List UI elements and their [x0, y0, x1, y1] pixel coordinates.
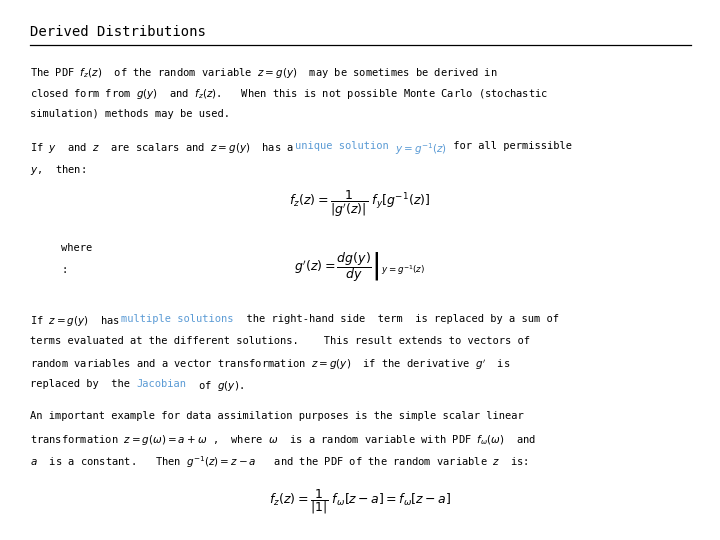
Text: for all permissible: for all permissible — [446, 141, 572, 152]
Text: Jacobian: Jacobian — [137, 379, 186, 389]
Text: $f_z(z) = \dfrac{1}{|1|}\ f_\omega[z - a] = f_\omega[z - a]$: $f_z(z) = \dfrac{1}{|1|}\ f_\omega[z - a… — [269, 487, 451, 516]
Text: An important example for data assimilation purposes is the simple scalar linear: An important example for data assimilati… — [30, 411, 524, 422]
Text: The PDF $f_z(z)$  of the random variable $z = g(y)$  may be sometimes be derived: The PDF $f_z(z)$ of the random variable … — [30, 66, 498, 80]
Text: where: where — [61, 243, 92, 253]
Text: $f_z(z) = \dfrac{1}{|g'(z)|}\ f_y[g^{-1}(z)]$: $f_z(z) = \dfrac{1}{|g'(z)|}\ f_y[g^{-1}… — [289, 189, 431, 219]
Text: the right-hand side  term  is replaced by a sum of: the right-hand side term is replaced by … — [234, 314, 559, 325]
Text: $g'(z) = \left.\dfrac{dg(y)}{dy}\right|_{y=g^{-1}(z)}$: $g'(z) = \left.\dfrac{dg(y)}{dy}\right|_… — [294, 251, 426, 285]
Text: Derived Distributions: Derived Distributions — [30, 25, 206, 39]
Text: random variables and a vector transformation $z = g(y)$  if the derivative $g'$ : random variables and a vector transforma… — [30, 357, 510, 372]
Text: closed form from $g(y)$  and $f_z(z)$.   When this is not possible Monte Carlo (: closed form from $g(y)$ and $f_z(z)$. Wh… — [30, 87, 548, 102]
Text: $a$  is a constant.   Then $g^{-1}(z) = z - a$   and the PDF of the random varia: $a$ is a constant. Then $g^{-1}(z) = z -… — [30, 455, 529, 470]
Text: replaced by  the: replaced by the — [30, 379, 137, 389]
Text: :: : — [61, 265, 68, 275]
Text: transformation $z = g(\omega) = a + \omega$ ,  where $\omega$  is a random varia: transformation $z = g(\omega) = a + \ome… — [30, 433, 536, 447]
Text: of $g(y)$.: of $g(y)$. — [186, 379, 244, 393]
Text: terms evaluated at the different solutions.    This result extends to vectors of: terms evaluated at the different solutio… — [30, 336, 530, 346]
Text: If $y$  and $z$  are scalars and $z = g(y)$  has a: If $y$ and $z$ are scalars and $z = g(y)… — [30, 141, 295, 156]
Text: If $z = g(y)$  has: If $z = g(y)$ has — [30, 314, 121, 328]
Text: unique solution: unique solution — [295, 141, 389, 152]
Text: $y = g^{-1}(z)$: $y = g^{-1}(z)$ — [389, 141, 446, 157]
Text: simulation) methods may be used.: simulation) methods may be used. — [30, 109, 230, 119]
Text: multiple solutions: multiple solutions — [121, 314, 234, 325]
Text: $y$,  then:: $y$, then: — [30, 163, 86, 177]
